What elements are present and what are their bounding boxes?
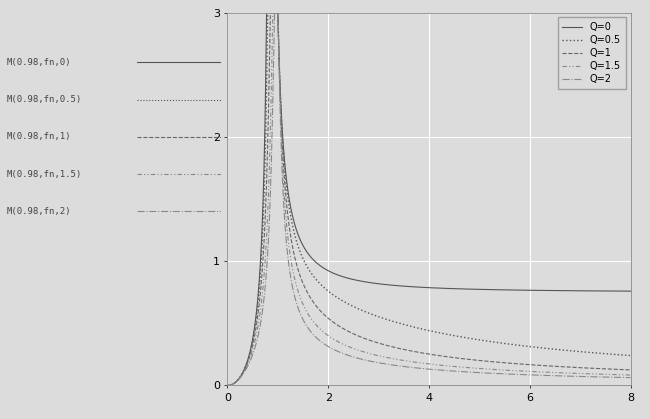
Q=0.5 — [544, 346, 552, 351]
Line: Q=0.5: Q=0.5 — [227, 13, 630, 385]
Line: Q=1.5: Q=1.5 — [227, 13, 630, 385]
Q=0.5 — [264, 10, 272, 15]
Q=2 — [544, 373, 552, 378]
Q=1 — [370, 339, 378, 344]
Line: Q=2: Q=2 — [227, 13, 630, 385]
Q=1.5 — [370, 352, 378, 357]
Q=1.5 — [224, 383, 231, 388]
Q=1 — [224, 383, 231, 388]
Q=0.5 — [462, 335, 470, 340]
Q=1 — [523, 362, 530, 367]
Q=2 — [480, 370, 488, 375]
Q=0 — [544, 288, 552, 293]
Q=1.5 — [544, 370, 552, 375]
Q=0 — [480, 287, 488, 292]
Line: Q=1: Q=1 — [227, 13, 630, 385]
Q=0 — [244, 357, 252, 362]
Q=2 — [370, 359, 378, 364]
Q=2 — [462, 370, 470, 375]
Q=0 — [224, 383, 231, 388]
Line: Q=0: Q=0 — [227, 13, 630, 385]
Q=1.5 — [480, 366, 488, 371]
Q=1.5 — [627, 372, 634, 378]
Text: M(0.98,fn,0): M(0.98,fn,0) — [6, 58, 71, 67]
Text: M(0.98,fn,0.5): M(0.98,fn,0.5) — [6, 95, 82, 104]
Q=1.5 — [244, 361, 252, 366]
Text: M(0.98,fn,1.5): M(0.98,fn,1.5) — [6, 170, 82, 178]
Text: M(0.98,fn,2): M(0.98,fn,2) — [6, 207, 71, 216]
Q=1.5 — [523, 369, 530, 374]
Q=0.5 — [370, 313, 378, 318]
Q=0 — [370, 281, 378, 286]
Q=1 — [244, 360, 252, 365]
Legend: Q=0, Q=0.5, Q=1, Q=1.5, Q=2: Q=0, Q=0.5, Q=1, Q=1.5, Q=2 — [558, 18, 626, 89]
Q=1 — [480, 358, 488, 363]
Q=2 — [627, 375, 634, 380]
Q=1 — [462, 357, 470, 362]
Text: M(0.98,fn,1): M(0.98,fn,1) — [6, 132, 71, 141]
Q=0 — [523, 288, 530, 293]
Q=1 — [266, 10, 274, 15]
Q=2 — [224, 383, 231, 388]
Q=2 — [270, 10, 278, 15]
Q=1.5 — [269, 10, 277, 15]
Q=1.5 — [462, 365, 470, 370]
Q=0 — [263, 10, 270, 15]
Q=0.5 — [480, 338, 488, 343]
Q=0.5 — [627, 353, 634, 358]
Q=0.5 — [224, 383, 231, 388]
Q=0.5 — [523, 344, 530, 349]
Q=2 — [244, 363, 252, 368]
Q=2 — [523, 372, 530, 377]
Q=0 — [627, 289, 634, 294]
Q=1 — [544, 363, 552, 368]
Q=0.5 — [244, 358, 252, 363]
Q=0 — [462, 287, 470, 292]
Q=1 — [627, 367, 634, 372]
